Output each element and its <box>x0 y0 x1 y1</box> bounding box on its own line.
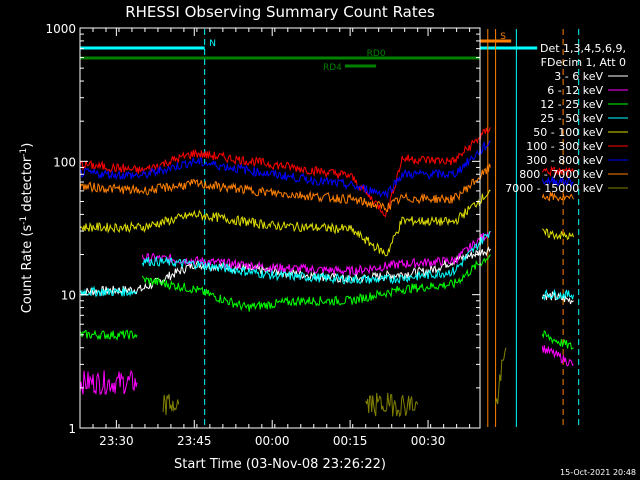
series-line-6-12-kev-1 <box>141 230 491 277</box>
legend-label-3-6-kev: 3 - 6 keV <box>554 70 603 83</box>
series-line-800-7000-kev-0 <box>79 163 491 213</box>
chart-title: RHESSI Observing Summary Count Rates <box>125 3 435 21</box>
legend-label-6-12-kev: 6 - 12 keV <box>547 84 603 97</box>
legend-label-7000-15000-kev: 7000 - 15000 keV <box>505 182 603 195</box>
plot-area: N S RD0 RD4 <box>79 29 580 427</box>
series-line-800-7000-kev-1 <box>541 192 574 202</box>
legend: Det 1,3,4,5,6,9, FDecim 1, Att 0 3 - 6 k… <box>505 42 628 195</box>
series-line-25-50-kev-1 <box>141 230 491 285</box>
flag-label-n: N <box>209 39 216 49</box>
y-tick-label-1000: 1000 <box>45 22 76 36</box>
y-axis-label-sup1: -1 <box>19 216 29 225</box>
legend-header-line2: FDecim 1, Att 0 <box>541 56 626 69</box>
x-tick-label-23-45: 23:45 <box>177 434 212 448</box>
y-axis-label-part2: detector <box>20 156 35 216</box>
y-axis-label-sup2: -1 <box>19 148 29 157</box>
x-tick-label-00-15: 00:15 <box>333 434 368 448</box>
x-axis: 23:30 23:45 00:00 00:15 00:30 <box>92 28 471 448</box>
legend-header-line1: Det 1,3,4,5,6,9, <box>540 42 626 55</box>
legend-label-300-800-kev: 300 - 800 keV <box>526 154 603 167</box>
series-line-6-12-kev-2 <box>541 345 574 367</box>
series-line-25-50-kev-0 <box>79 285 138 298</box>
series-line-300-800-kev-1 <box>541 176 574 188</box>
series-line-300-800-kev-0 <box>79 140 491 199</box>
y-tick-label-100: 100 <box>53 155 76 169</box>
series-line-12-25-kev-0 <box>79 329 138 341</box>
flag-label-s: S <box>500 32 506 42</box>
series-line-7000-15000-kev-0 <box>162 393 180 416</box>
x-tick-label-00-30: 00:30 <box>411 434 446 448</box>
series-line-25-50-kev-2 <box>542 288 574 302</box>
timestamp: 15-Oct-2021 20:48 <box>560 468 636 477</box>
series-line-12-25-kev-1 <box>141 254 491 312</box>
legend-label-50-100-kev: 50 - 100 keV <box>533 126 603 139</box>
series-line-7000-15000-kev-2 <box>495 347 507 405</box>
legend-label-100-300-kev: 100 - 300 keV <box>526 140 603 153</box>
series-line-100-300-kev-1 <box>541 165 574 177</box>
x-tick-label-00-00: 00:00 <box>255 434 290 448</box>
series-line-6-12-kev-0 <box>79 369 138 395</box>
x-tick-label-23-30: 23:30 <box>99 434 134 448</box>
y-axis: 1 10 100 1000 <box>45 22 480 436</box>
series-line-3-6-kev-1 <box>541 290 574 305</box>
y-tick-label-1: 1 <box>68 422 76 436</box>
flag-label-rd4: RD4 <box>323 63 342 73</box>
y-axis-label-part1: Count Rate (s <box>20 225 35 314</box>
series-line-50-100-kev-0 <box>79 189 491 257</box>
legend-label-25-50-kev: 25 - 50 keV <box>540 112 603 125</box>
series-line-7000-15000-kev-1 <box>365 392 419 418</box>
series-line-50-100-kev-1 <box>542 228 574 241</box>
legend-label-800-7000-kev: 800 - 7000 keV <box>519 168 603 181</box>
plot-frame <box>79 27 481 429</box>
legend-label-12-25-kev: 12 - 25 keV <box>540 98 603 111</box>
y-tick-label-10: 10 <box>61 289 76 303</box>
y-axis-label-part3: ) <box>20 143 35 148</box>
series-line-12-25-kev-2 <box>541 330 574 350</box>
y-axis-label: Count Rate (s-1 detector-1) <box>19 143 35 314</box>
series-line-100-300-kev-0 <box>79 127 491 218</box>
x-axis-label: Start Time (03-Nov-08 23:26:22) <box>174 457 386 472</box>
flag-label-rd0: RD0 <box>367 49 386 59</box>
